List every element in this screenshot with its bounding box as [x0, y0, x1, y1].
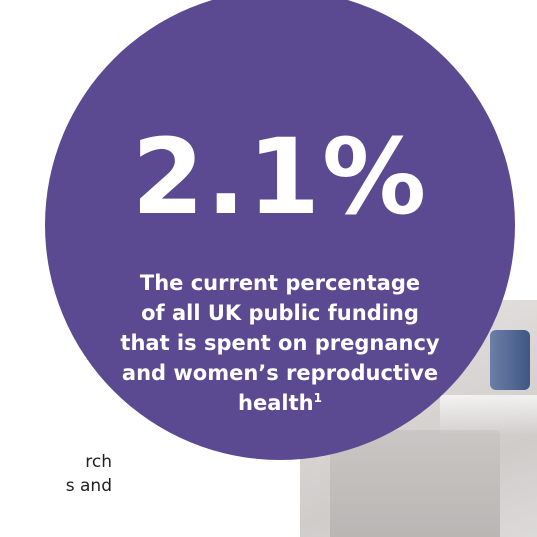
caption-line-1: The current percentage: [139, 271, 421, 295]
body-text-line-1: rch: [85, 452, 112, 472]
stat-value: 2.1%: [131, 116, 429, 238]
caption-line-4: and women’s reproductive: [121, 361, 439, 385]
caption-last-word: health: [238, 391, 314, 415]
photo-light-sheen: [440, 395, 537, 435]
body-text-line-2: s and: [65, 476, 112, 496]
footnote-reference[interactable]: 1: [313, 391, 322, 405]
cut-off-body-text: rch s and: [0, 450, 112, 498]
photo-device-panel: [330, 430, 500, 537]
photo-blue-object: [490, 330, 530, 390]
stat-caption: The current percentage of all UK public …: [75, 268, 485, 418]
stat-circle: [45, 0, 515, 460]
caption-line-2: of all UK public funding: [141, 301, 419, 325]
caption-line-5: health1: [75, 388, 485, 418]
caption-line-3: that is spent on pregnancy: [120, 331, 440, 355]
